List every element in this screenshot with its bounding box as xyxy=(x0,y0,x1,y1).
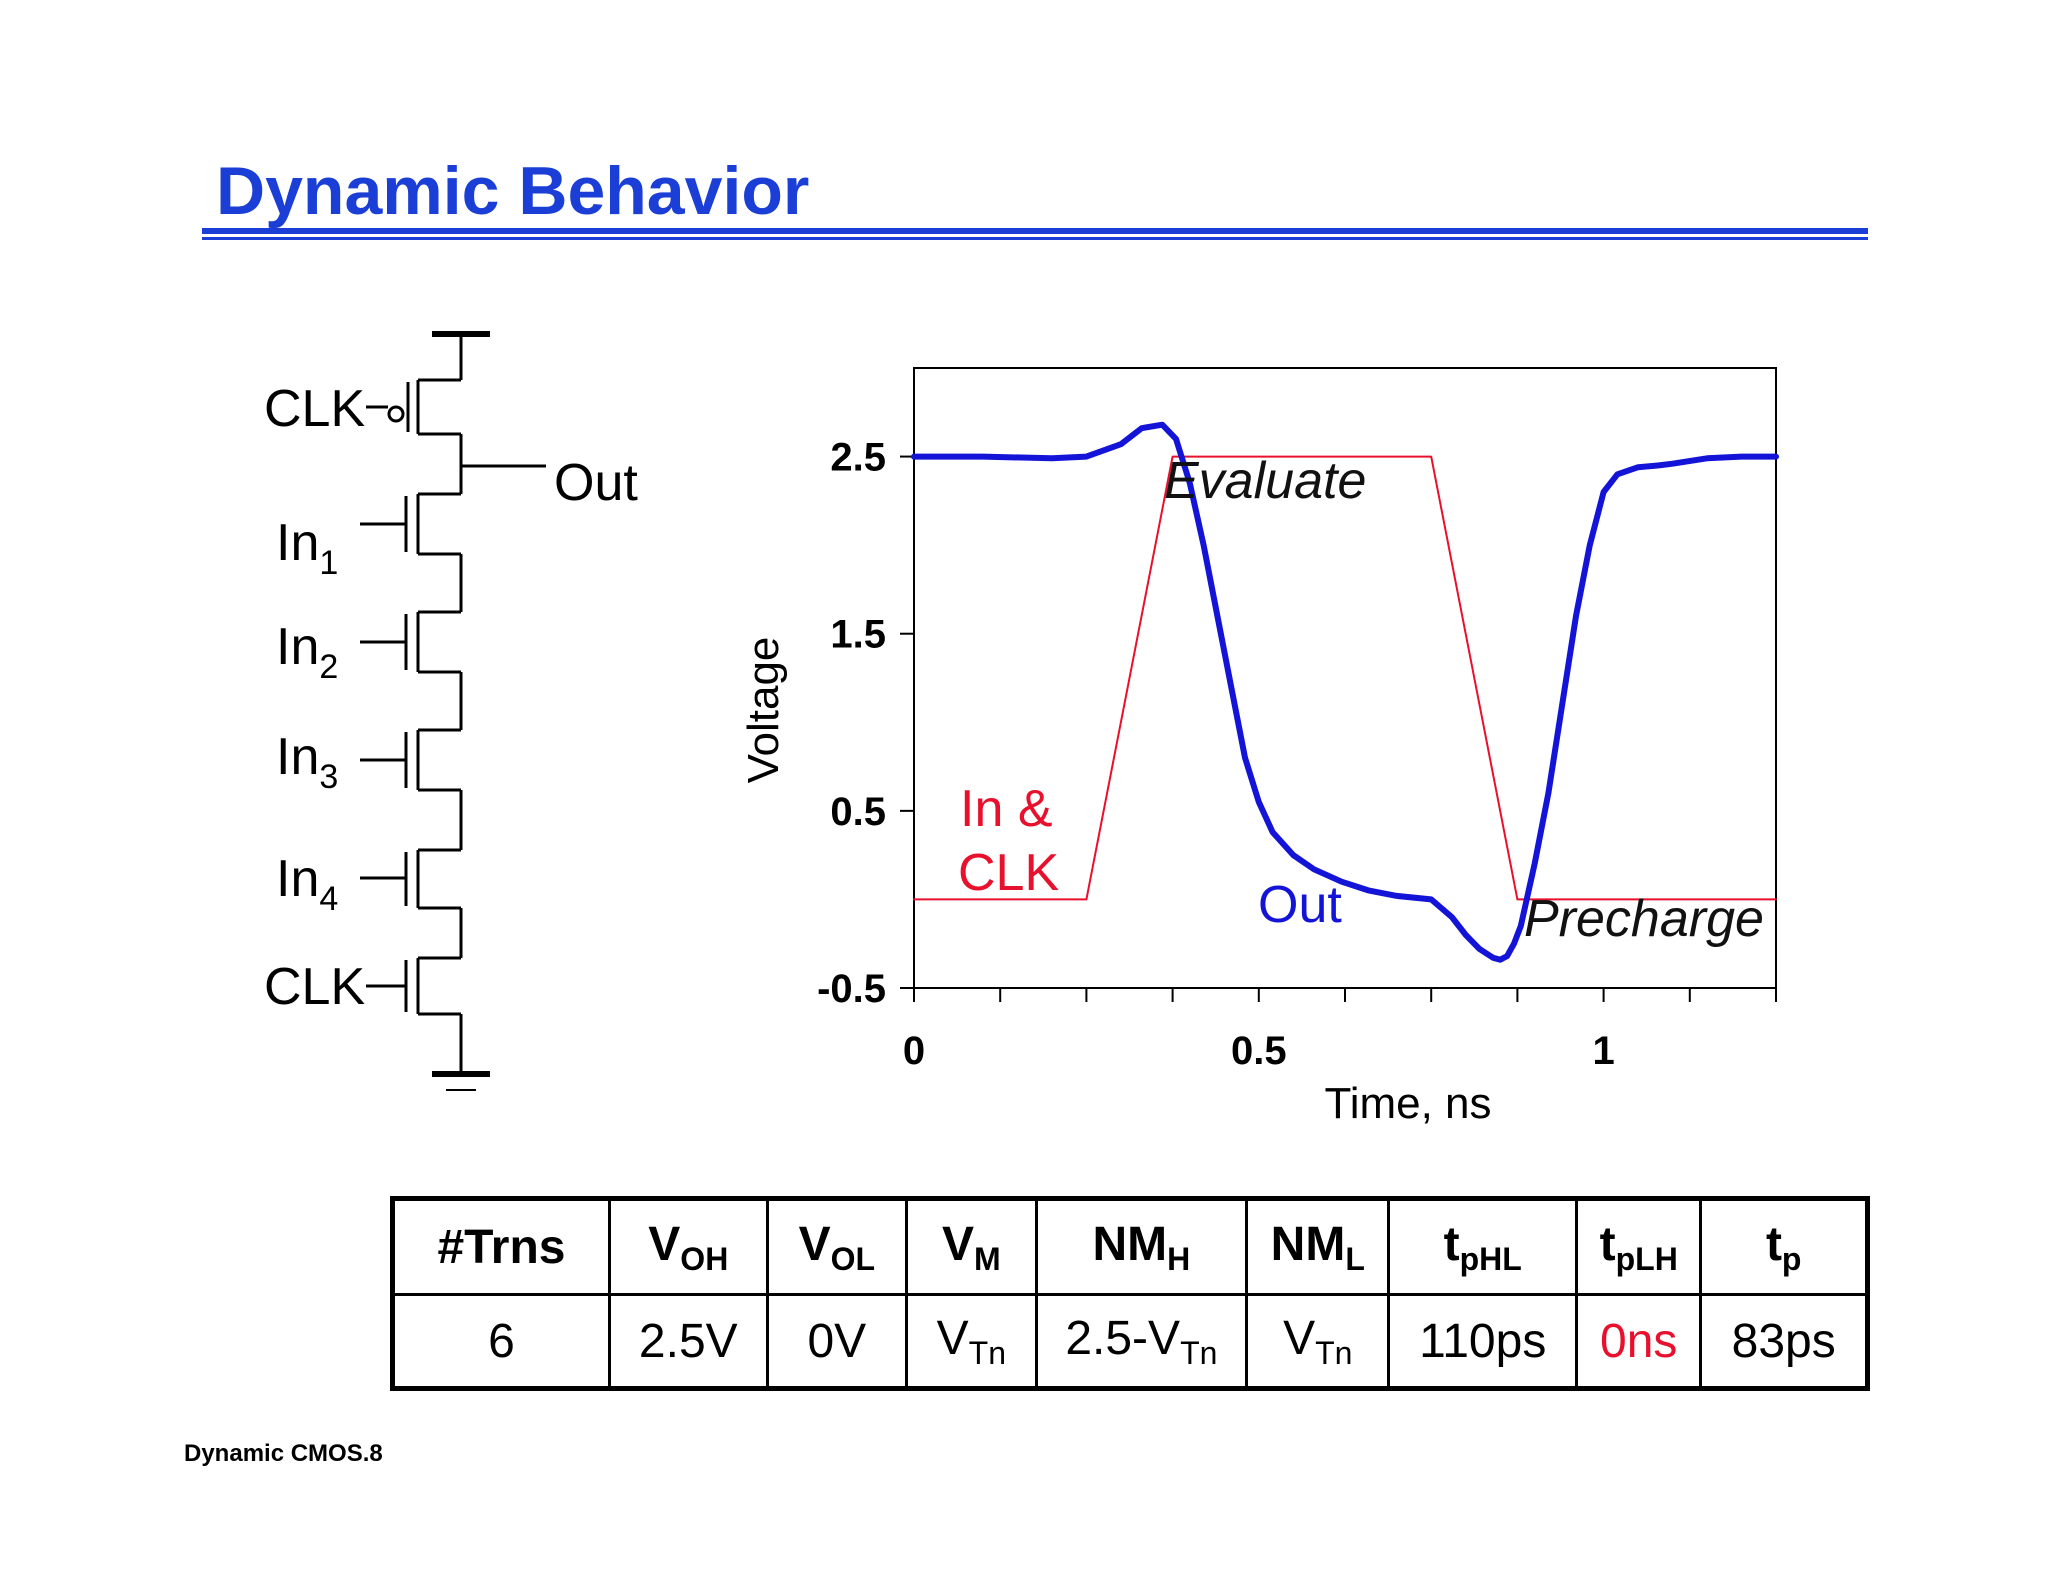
cell-subscript: Tn xyxy=(1180,1334,1218,1371)
header-text: V xyxy=(942,1217,975,1271)
voltage-time-chart: 0 0.5 1 2.5 1.5 0.5 -0.5 Voltage Time, ns In … xyxy=(739,367,1779,1128)
x-axis-label: Time, ns xyxy=(1324,1079,1491,1128)
cell-text: 0ns xyxy=(1600,1314,1678,1368)
x-tick-label: 1 xyxy=(1592,1029,1614,1073)
cell-text: V xyxy=(936,1311,969,1365)
header-subscript: M xyxy=(974,1240,1001,1277)
dynamic-gate-schematic: CLK Out In1 In2 In3 In4 CLK xyxy=(264,331,638,1091)
table-row: 6 2.5V 0V VTn 2.5-VTn VTn 110ps 0ns 83ps xyxy=(391,1293,1869,1390)
out-label: Out xyxy=(554,454,638,512)
cell-text: 110ps xyxy=(1419,1314,1547,1368)
in3-label: In3 xyxy=(276,728,338,796)
header-subscript: H xyxy=(1167,1240,1191,1277)
header-text: t xyxy=(1765,1217,1782,1271)
header-text: NM xyxy=(1270,1217,1346,1271)
annotation-in: In & xyxy=(960,780,1053,838)
x-tick-label: 0.5 xyxy=(1231,1029,1287,1073)
table-cell: 6 xyxy=(391,1293,611,1390)
y-tick-label: 2.5 xyxy=(830,436,886,480)
table-header-cell: VOH xyxy=(607,1197,769,1296)
annotation-out: Out xyxy=(1258,876,1342,934)
title-rule xyxy=(202,228,1868,240)
table-cell: 0V xyxy=(765,1293,909,1390)
header-text: t xyxy=(1443,1217,1460,1271)
header-text: V xyxy=(648,1217,681,1271)
header-subscript: OH xyxy=(680,1240,729,1277)
series-line-in-clk xyxy=(913,455,1777,901)
header-text: #Trns xyxy=(437,1220,566,1274)
clk-label-top: CLK xyxy=(264,380,365,438)
schematic-wires xyxy=(360,331,546,1091)
y-axis-label: Voltage xyxy=(739,637,788,784)
header-subscript: pLH xyxy=(1615,1240,1678,1277)
annotation-precharge: Precharge xyxy=(1524,890,1764,948)
table-header-row: #Trns VOH VOL VM NMH NML tpHL tpLH tp xyxy=(391,1197,1869,1296)
table-header-cell: #Trns xyxy=(391,1197,611,1296)
y-tick-label: 0.5 xyxy=(830,790,886,834)
in4-label: In4 xyxy=(276,850,338,918)
table-header-cell: VOL xyxy=(765,1197,909,1296)
table-cell: VTn xyxy=(1245,1293,1391,1390)
in2-label: In2 xyxy=(276,618,338,686)
cell-text: 6 xyxy=(488,1314,515,1368)
header-subscript: p xyxy=(1781,1240,1802,1277)
y-tick-label: -0.5 xyxy=(817,967,886,1011)
table-cell: 2.5V xyxy=(607,1293,769,1390)
x-tick-label: 0 xyxy=(903,1029,925,1073)
table-header-cell: tpLH xyxy=(1574,1197,1703,1296)
in1-label: In1 xyxy=(276,514,338,582)
header-subscript: OL xyxy=(830,1240,876,1277)
header-text: V xyxy=(798,1217,831,1271)
cell-text: 2.5-V xyxy=(1065,1311,1181,1365)
cell-text: V xyxy=(1283,1311,1316,1365)
y-tick-label: 1.5 xyxy=(830,613,886,657)
table-cell: 2.5-VTn xyxy=(1034,1293,1249,1390)
cell-subscript: Tn xyxy=(968,1334,1007,1371)
header-text: t xyxy=(1599,1217,1616,1271)
annotation-clk: CLK xyxy=(958,844,1059,902)
characteristics-table: #Trns VOH VOL VM NMH NML tpHL tpLH tp 6 2.5V 0V VTn… xyxy=(390,1196,1870,1391)
cell-text: 2.5V xyxy=(638,1314,738,1368)
table-cell: 0ns xyxy=(1574,1293,1703,1390)
table-header-cell: VM xyxy=(905,1197,1038,1296)
header-subscript: pHL xyxy=(1459,1240,1522,1277)
table-header-cell: tp xyxy=(1699,1197,1869,1296)
cell-text: 83ps xyxy=(1731,1314,1836,1368)
header-text: NM xyxy=(1092,1217,1168,1271)
table-cell: 110ps xyxy=(1387,1293,1578,1390)
cell-subscript: Tn xyxy=(1315,1334,1353,1371)
table-header-cell: NML xyxy=(1245,1197,1391,1296)
slide-footer: Dynamic CMOS.8 xyxy=(184,1440,383,1467)
cell-text: 0V xyxy=(807,1314,867,1368)
table-header-cell: tpHL xyxy=(1387,1197,1578,1296)
table-header-cell: NMH xyxy=(1034,1197,1249,1296)
annotation-evaluate: Evaluate xyxy=(1164,452,1366,510)
series-line-out xyxy=(911,421,1779,963)
header-subscript: L xyxy=(1345,1240,1365,1277)
slide-title: Dynamic Behavior xyxy=(216,153,810,229)
table-cell: 83ps xyxy=(1699,1293,1869,1390)
clk-label-bottom: CLK xyxy=(264,958,365,1016)
table-cell: VTn xyxy=(905,1293,1038,1390)
